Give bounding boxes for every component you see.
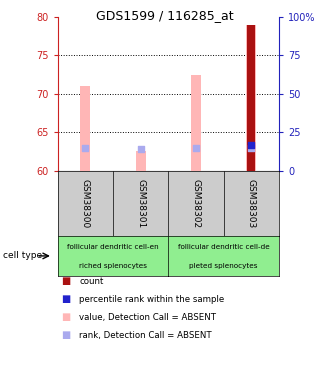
Bar — [191, 75, 201, 171]
Text: ■: ■ — [61, 312, 70, 322]
Text: rank, Detection Call = ABSENT: rank, Detection Call = ABSENT — [79, 331, 212, 340]
Text: ■: ■ — [61, 330, 70, 340]
Text: ■: ■ — [61, 294, 70, 304]
Text: count: count — [79, 277, 104, 286]
Bar — [247, 25, 255, 171]
Text: pleted splenocytes: pleted splenocytes — [189, 263, 258, 269]
Text: GSM38303: GSM38303 — [247, 179, 256, 228]
Bar — [136, 152, 146, 171]
Point — [248, 144, 254, 150]
Point — [138, 146, 143, 152]
Text: GSM38302: GSM38302 — [191, 179, 200, 228]
Bar — [81, 86, 90, 171]
Text: GDS1599 / 116285_at: GDS1599 / 116285_at — [96, 9, 234, 22]
Text: GSM38300: GSM38300 — [81, 179, 90, 228]
Point — [193, 144, 199, 150]
Text: value, Detection Call = ABSENT: value, Detection Call = ABSENT — [79, 313, 216, 322]
Text: cell type: cell type — [3, 251, 43, 260]
Text: percentile rank within the sample: percentile rank within the sample — [79, 295, 224, 304]
Text: ■: ■ — [61, 276, 70, 286]
Text: follicular dendritic cell-en: follicular dendritic cell-en — [67, 244, 159, 250]
Bar — [246, 25, 256, 171]
Text: follicular dendritic cell-de: follicular dendritic cell-de — [178, 244, 270, 250]
Text: riched splenocytes: riched splenocytes — [79, 263, 147, 269]
Point — [248, 142, 254, 148]
Point — [83, 144, 88, 150]
Text: GSM38301: GSM38301 — [136, 179, 145, 228]
